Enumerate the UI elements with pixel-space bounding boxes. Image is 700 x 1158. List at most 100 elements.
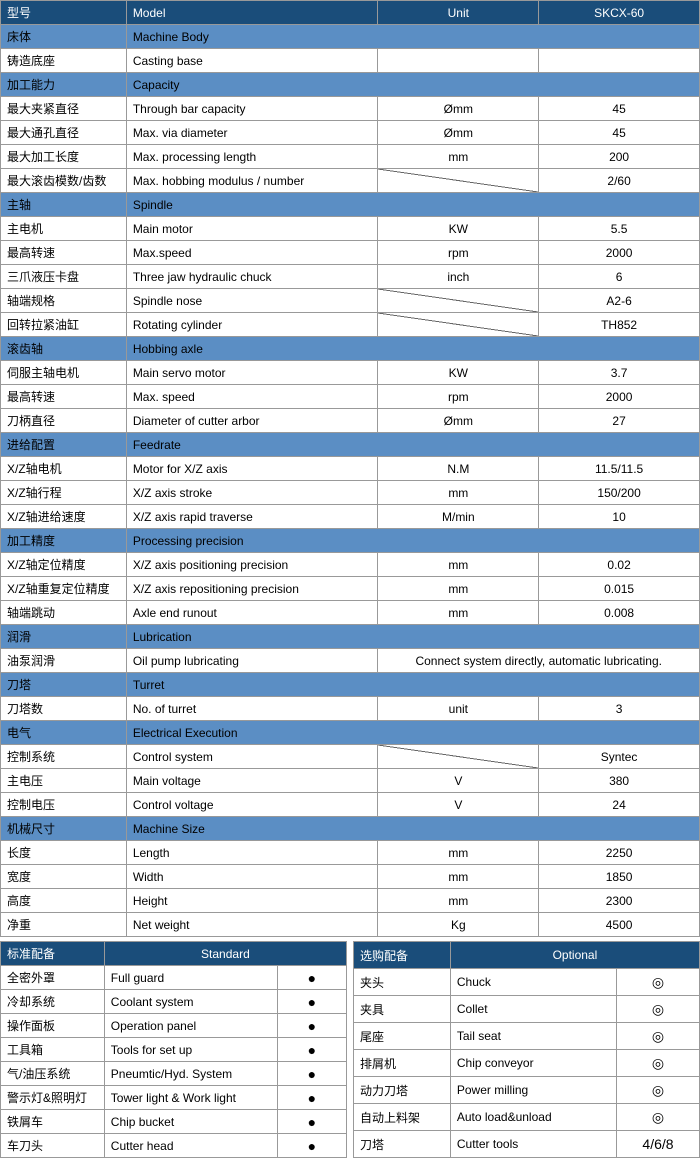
section-en: Processing precision [126,529,699,553]
unit: Ømm [378,409,539,433]
label-en: X/Z axis repositioning precision [126,577,378,601]
sub-mark: ● [277,1110,346,1134]
label-zh: 回转拉紧油缸 [1,313,127,337]
unit: M/min [378,505,539,529]
sub-en: Cutter head [104,1134,277,1158]
sub-en: Chip bucket [104,1110,277,1134]
sub-en: Operation panel [104,1014,277,1038]
sub-row: 自动上料架Auto load&unload◎ [354,1104,700,1131]
label-en: X/Z axis positioning precision [126,553,378,577]
value: 10 [539,505,700,529]
label-zh: 主电压 [1,769,127,793]
section-zh: 电气 [1,721,127,745]
unit: mm [378,481,539,505]
label-en: Rotating cylinder [126,313,378,337]
label-zh: 最大夹紧直径 [1,97,127,121]
unit-diag [378,289,539,313]
sub-zh: 自动上料架 [354,1104,451,1131]
data-row: 宽度Widthmm1850 [1,865,700,889]
standard-table: 标准配备Standard全密外罩Full guard●冷却系统Coolant s… [0,941,347,1158]
unit: V [378,793,539,817]
data-row: 伺服主轴电机Main servo motorKW3.7 [1,361,700,385]
unit: mm [378,601,539,625]
label-zh: 最大通孔直径 [1,121,127,145]
sub-row: 警示灯&照明灯Tower light & Work light● [1,1086,347,1110]
label-en: Casting base [126,49,378,73]
section-zh: 滚齿轴 [1,337,127,361]
unit: N.M [378,457,539,481]
section-zh: 机械尺寸 [1,817,127,841]
data-row: 控制系统Control systemSyntec [1,745,700,769]
sub-mark: ● [277,1086,346,1110]
sub-mark: ◎ [616,1023,699,1050]
section-en: Machine Body [126,25,699,49]
label-zh: X/Z轴定位精度 [1,553,127,577]
unit: unit [378,697,539,721]
optional-table: 选购配备Optional夹头Chuck◎夹具Collet◎尾座Tail seat… [353,941,700,1158]
sub-hdr-en: Optional [450,942,699,969]
unit-diag [378,313,539,337]
sub-zh: 铁屑车 [1,1110,105,1134]
value: TH852 [539,313,700,337]
unit: inch [378,265,539,289]
data-row: 轴端跳动Axle end runoutmm0.008 [1,601,700,625]
sub-row: 刀塔Cutter tools4/6/8 [354,1131,700,1158]
label-en: Through bar capacity [126,97,378,121]
data-row: 主电机Main motorKW5.5 [1,217,700,241]
section-en: Machine Size [126,817,699,841]
label-zh: X/Z轴进给速度 [1,505,127,529]
data-row: X/Z轴进给速度X/Z axis rapid traverseM/min10 [1,505,700,529]
unit: mm [378,553,539,577]
section-row: 主轴Spindle [1,193,700,217]
label-zh: 最大滚齿模数/齿数 [1,169,127,193]
value: 1850 [539,865,700,889]
label-en: Max. via diameter [126,121,378,145]
sub-en: Pneumtic/Hyd. System [104,1062,277,1086]
section-row: 机械尺寸Machine Size [1,817,700,841]
hdr-model-en: Model [126,1,378,25]
data-row: 最高转速Max. speedrpm2000 [1,385,700,409]
section-row: 刀塔Turret [1,673,700,697]
label-zh: 主电机 [1,217,127,241]
label-en: Main voltage [126,769,378,793]
label-en: Main motor [126,217,378,241]
label-en: Max.speed [126,241,378,265]
label-en: Max. speed [126,385,378,409]
label-en: Net weight [126,913,378,937]
value: 3 [539,697,700,721]
section-zh: 主轴 [1,193,127,217]
section-zh: 加工能力 [1,73,127,97]
section-row: 润滑Lubrication [1,625,700,649]
label-zh: 宽度 [1,865,127,889]
label-en: Width [126,865,378,889]
label-zh: 铸造底座 [1,49,127,73]
label-en: Main servo motor [126,361,378,385]
value: 24 [539,793,700,817]
value: 150/200 [539,481,700,505]
data-row: 刀塔数No. of turretunit3 [1,697,700,721]
unit-diag [378,169,539,193]
sub-row: 冷却系统Coolant system● [1,990,347,1014]
label-zh: 净重 [1,913,127,937]
value: 2300 [539,889,700,913]
unit: mm [378,865,539,889]
label-zh: 刀塔数 [1,697,127,721]
sub-en: Tower light & Work light [104,1086,277,1110]
sub-zh: 冷却系统 [1,990,105,1014]
label-en: Control system [126,745,378,769]
value: 2250 [539,841,700,865]
value: 6 [539,265,700,289]
value: 0.02 [539,553,700,577]
value: Syntec [539,745,700,769]
section-row: 进给配置Feedrate [1,433,700,457]
data-row: 高度Heightmm2300 [1,889,700,913]
data-row: 三爪液压卡盘Three jaw hydraulic chuckinch6 [1,265,700,289]
sub-zh: 气/油压系统 [1,1062,105,1086]
value: Connect system directly, automatic lubri… [378,649,700,673]
label-zh: X/Z轴行程 [1,481,127,505]
data-row: 轴端规格Spindle noseA2-6 [1,289,700,313]
section-zh: 润滑 [1,625,127,649]
unit: KW [378,361,539,385]
value: 45 [539,121,700,145]
value: 2000 [539,241,700,265]
